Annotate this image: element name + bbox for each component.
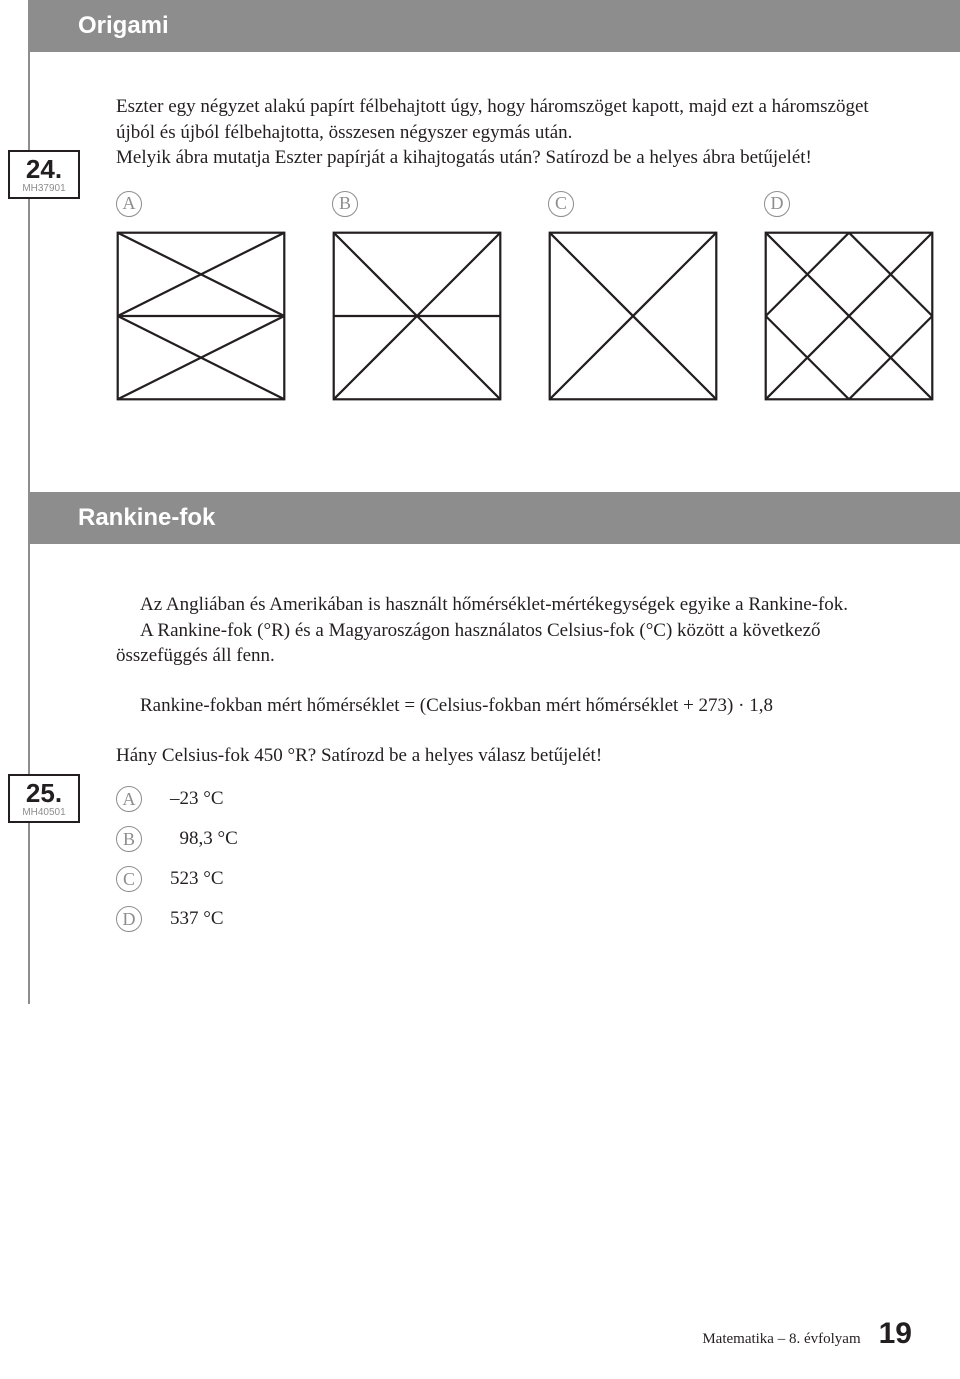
q24-text-2: Melyik ábra mutatja Eszter papírját a ki… — [116, 145, 912, 171]
option-letter: C — [548, 191, 574, 217]
option-D[interactable]: D — [764, 191, 934, 401]
q25-intro-1: Az Angliában és Amerikában is használt h… — [116, 592, 912, 618]
option-C[interactable]: C — [548, 191, 718, 401]
diagram-C — [548, 231, 718, 401]
answer-text: –23 °C — [170, 788, 224, 810]
page-footer: Matematika – 8. évfolyam 19 — [702, 1317, 912, 1351]
diagram-B — [332, 231, 502, 401]
q24-text-1: Eszter egy négyzet alakú papírt félbehaj… — [116, 94, 912, 145]
vertical-line — [28, 52, 30, 492]
option-letter: D — [764, 191, 790, 217]
footer-text: Matematika – 8. évfolyam — [702, 1331, 860, 1348]
option-letter: D — [116, 906, 142, 932]
option-letter: A — [116, 786, 142, 812]
q25-intro-2: A Rankine-fok (°R) és a Magyaroszágon ha… — [116, 618, 912, 669]
answer-text: 537 °C — [170, 908, 224, 930]
answer-text: 523 °C — [170, 868, 224, 890]
answer-A[interactable]: A –23 °C — [116, 786, 912, 812]
diagram-A — [116, 231, 286, 401]
diagram-D — [764, 231, 934, 401]
answer-text: 98,3 °C — [170, 828, 238, 850]
question-number: 25. — [10, 780, 78, 806]
section-header-rankine: Rankine-fok — [28, 492, 960, 544]
answer-D[interactable]: D 537 °C — [116, 906, 912, 932]
option-letter: A — [116, 191, 142, 217]
question-box-25: 25. MH40501 — [8, 774, 80, 823]
option-A[interactable]: A — [116, 191, 286, 401]
q25-formula: Rankine-fokban mért hőmérséklet = (Celsi… — [116, 693, 912, 719]
question-number: 24. — [10, 156, 78, 182]
option-B[interactable]: B — [332, 191, 502, 401]
option-letter: B — [116, 826, 142, 852]
option-letter: B — [332, 191, 358, 217]
question-id: MH40501 — [10, 807, 78, 818]
question-box-24: 24. MH37901 — [8, 150, 80, 199]
question-id: MH37901 — [10, 183, 78, 194]
section-title: Origami — [78, 12, 169, 40]
option-letter: C — [116, 866, 142, 892]
q25-question: Hány Celsius-fok 450 °R? Satírozd be a h… — [116, 743, 912, 769]
diagram-row: A B — [116, 191, 912, 401]
section-header-origami: Origami — [28, 0, 960, 52]
answer-C[interactable]: C 523 °C — [116, 866, 912, 892]
answers-list: A –23 °C B 98,3 °C C 523 °C D 537 °C — [116, 786, 912, 932]
page-number: 19 — [879, 1317, 912, 1351]
answer-B[interactable]: B 98,3 °C — [116, 826, 912, 852]
section-title: Rankine-fok — [78, 504, 215, 532]
